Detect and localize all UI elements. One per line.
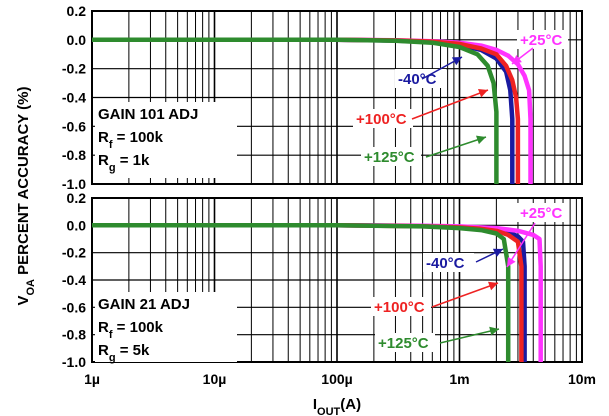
bottom-callout: +25°C xyxy=(506,203,568,268)
x-tick-labels: 1µ 10µ 100µ 1m 10m xyxy=(84,371,596,387)
top-callout-label: -40°C xyxy=(398,71,437,88)
bottom-callout-arrowhead xyxy=(507,257,516,267)
bottom-callout-label: +25°C xyxy=(520,205,562,222)
bottom-rg-label: Rg = 5k xyxy=(98,342,150,364)
top-plot-frame xyxy=(91,10,583,185)
x-tick-label: 1m xyxy=(449,371,469,387)
top-callout-label: +100°C xyxy=(356,111,407,128)
x-axis-title-main: I xyxy=(313,396,317,413)
x-tick-label: 10µ xyxy=(203,371,227,387)
bottom-callout-leader xyxy=(439,328,500,344)
bottom-y-tick-label: -0.8 xyxy=(62,327,86,343)
top-callout: +100°C xyxy=(353,89,489,128)
top-panel: 0.2 0.0 -0.2 -0.4 -0.6 -0.8 -1.0 GAIN 101 ADJ Rf… xyxy=(62,3,583,192)
top-y-tick-label: 0.2 xyxy=(67,3,87,19)
bottom-series-line xyxy=(92,223,511,362)
bottom-y-tick-label: -0.2 xyxy=(62,245,86,261)
y-axis-title-sub: OA xyxy=(25,279,37,296)
bottom-callout-leader xyxy=(431,282,499,308)
top-callout-label: +25°C xyxy=(520,32,562,49)
top-callout-leader xyxy=(411,89,489,120)
top-y-tick-label: -0.2 xyxy=(62,61,86,77)
bottom-callout-arrowhead xyxy=(488,281,498,291)
x-axis-title: IOUT(A) xyxy=(313,396,361,416)
top-y-tick-label: -1.0 xyxy=(62,176,86,192)
bottom-callout-arrowhead xyxy=(489,326,499,336)
top-y-tick-label: -0.8 xyxy=(62,147,86,163)
top-callout: +125°C xyxy=(361,135,487,166)
bottom-y-tick-label: 0.0 xyxy=(67,217,87,233)
top-callout: +25°C xyxy=(511,30,568,65)
top-callout-label: +125°C xyxy=(364,149,415,166)
top-callout: -40°C xyxy=(395,56,463,88)
top-callout-arrowhead xyxy=(512,55,522,64)
bottom-panel: 0.2 0.0 -0.2 -0.4 -0.6 -0.8 -1.0 GAIN 21 ADJ Rf … xyxy=(62,190,583,370)
y-axis-title: VOA PERCENT ACCURACY (%) xyxy=(15,86,37,305)
bottom-callout: +125°C xyxy=(375,326,500,352)
x-tick-label: 100µ xyxy=(321,371,352,387)
top-rg-label: Rg = 1k xyxy=(98,152,150,174)
top-callout-arrowhead xyxy=(478,89,488,98)
top-callout-arrowhead xyxy=(451,57,462,66)
top-y-tick-label: -0.6 xyxy=(62,118,86,134)
x-axis-title-suffix: (A) xyxy=(340,396,361,413)
bottom-gain-label: GAIN 21 ADJ xyxy=(98,296,190,313)
x-tick-label: 1µ xyxy=(84,371,100,387)
top-callout-arrowhead xyxy=(476,135,486,145)
bottom-callout-label: -40°C xyxy=(426,255,465,272)
bottom-callout-label: +100°C xyxy=(374,299,425,316)
top-gain-label: GAIN 101 ADJ xyxy=(98,106,198,123)
bottom-callout-arrowhead xyxy=(492,248,503,257)
top-rf-label: Rf = 100k xyxy=(98,129,164,151)
y-axis-title-v: V xyxy=(15,296,32,306)
bottom-y-tick-label: -0.4 xyxy=(62,272,86,288)
x-tick-label: 10m xyxy=(568,371,596,387)
y-axis-title-rest: PERCENT ACCURACY (%) xyxy=(15,86,32,279)
x-axis-title-sub: OUT xyxy=(317,406,341,416)
bottom-callout: -40°C xyxy=(423,248,504,272)
bottom-plot-frame xyxy=(91,197,583,363)
top-callout-leader xyxy=(425,136,487,158)
bottom-callout: +100°C xyxy=(371,281,499,316)
top-y-tick-label: 0.0 xyxy=(67,32,87,48)
bottom-y-tick-label: -0.6 xyxy=(62,299,86,315)
top-series-line xyxy=(92,37,499,184)
bottom-rf-label: Rf = 100k xyxy=(98,319,164,341)
bottom-callout-label: +125°C xyxy=(378,335,429,352)
top-y-tick-label: -0.4 xyxy=(62,90,86,106)
bottom-y-tick-label: -1.0 xyxy=(62,354,86,370)
bottom-y-tick-label: 0.2 xyxy=(67,190,87,206)
